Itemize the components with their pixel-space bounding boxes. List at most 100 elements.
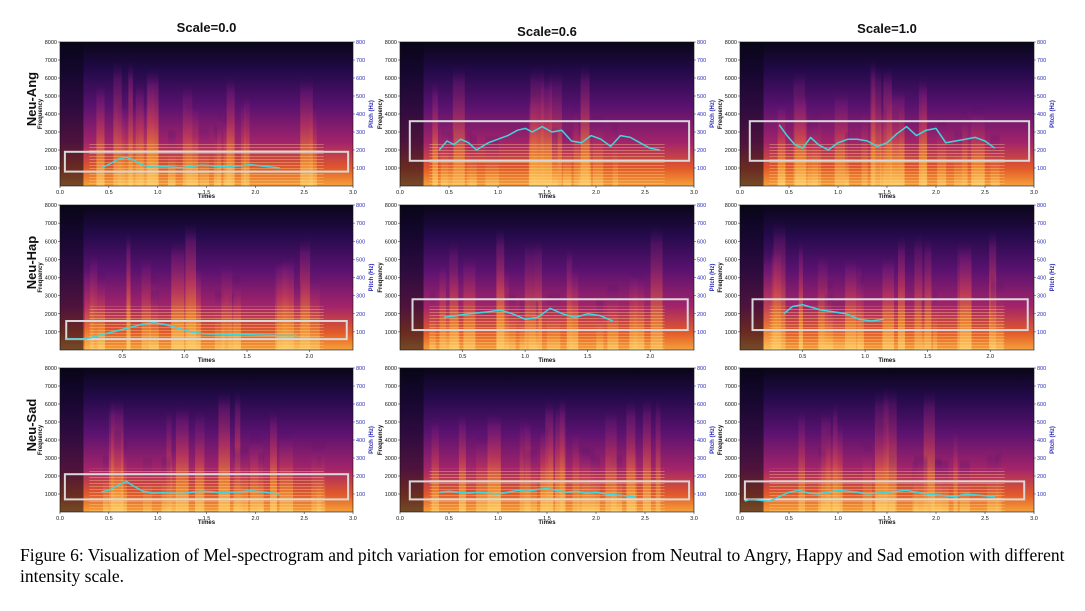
x-axis-label: Times bbox=[538, 358, 556, 364]
y-tick-label: 8000 bbox=[385, 203, 397, 209]
spectrogram-grid: Scale=0.0 Scale=0.6 Scale=1.0 Neu-Ang Neu-Ha… bbox=[24, 20, 1056, 526]
y-right-tick-label: 600 bbox=[697, 402, 706, 408]
x-tick-label: 0.5 bbox=[445, 190, 453, 196]
y-right-tick-label: 800 bbox=[697, 366, 706, 372]
spectrogram-panel: 1000 2000 3000 4000 5000 6000 7000 8000 100 200 30… bbox=[718, 366, 1056, 526]
pitch-contour bbox=[66, 322, 297, 340]
x-tick-label: 0.5 bbox=[105, 190, 113, 196]
y-tick-label: 7000 bbox=[725, 384, 737, 390]
y-right-axis-label: Pitch (Hz) bbox=[369, 100, 375, 128]
row-label: Neu-Sad bbox=[24, 399, 39, 452]
x-tick-label: 1.5 bbox=[243, 354, 251, 360]
y-right-tick-label: 700 bbox=[697, 221, 706, 227]
x-axis-label: Times bbox=[878, 358, 896, 364]
x-tick-label: 1.0 bbox=[834, 190, 842, 196]
y-right-tick-label: 700 bbox=[697, 384, 706, 390]
highlight-box bbox=[751, 298, 1029, 332]
y-right-tick-label: 100 bbox=[1037, 330, 1046, 336]
y-right-tick-label: 100 bbox=[356, 166, 365, 172]
x-tick-label: 0.5 bbox=[799, 354, 807, 360]
y-axis-label: Frequency bbox=[38, 424, 44, 455]
y-tick-label: 7000 bbox=[725, 221, 737, 227]
y-right-tick-label: 100 bbox=[697, 166, 706, 172]
y-tick-label: 3000 bbox=[725, 456, 737, 462]
y-right-tick-label: 100 bbox=[1037, 166, 1046, 172]
y-axis-label: Frequency bbox=[718, 98, 724, 129]
y-right-tick-label: 200 bbox=[1037, 148, 1046, 154]
spectrogram-panel: 1000 2000 3000 4000 5000 6000 7000 8000 100 200 30… bbox=[718, 203, 1056, 364]
y-right-tick-label: 500 bbox=[1037, 257, 1046, 263]
y-tick-label: 6000 bbox=[725, 239, 737, 245]
column-title: Scale=0.0 bbox=[177, 20, 237, 35]
y-right-axis-label: Pitch (Hz) bbox=[710, 100, 716, 128]
y-right-tick-label: 200 bbox=[697, 312, 706, 318]
y-tick-label: 5000 bbox=[45, 94, 57, 100]
spectrogram-panel: 1000 2000 3000 4000 5000 6000 7000 8000 100 200 30… bbox=[38, 366, 375, 526]
y-right-tick-label: 100 bbox=[697, 492, 706, 498]
y-right-tick-label: 700 bbox=[1037, 221, 1046, 227]
y-right-tick-label: 800 bbox=[697, 203, 706, 209]
y-tick-label: 6000 bbox=[45, 76, 57, 82]
x-axis-label: Times bbox=[878, 520, 896, 526]
x-tick-label: 2.0 bbox=[306, 354, 314, 360]
y-right-tick-label: 100 bbox=[697, 330, 706, 336]
y-axis-label: Frequency bbox=[378, 262, 384, 293]
y-right-tick-label: 400 bbox=[1037, 112, 1046, 118]
column-title: Scale=0.6 bbox=[517, 24, 577, 39]
y-tick-label: 7000 bbox=[45, 221, 57, 227]
y-right-tick-label: 600 bbox=[356, 76, 365, 82]
y-right-tick-label: 200 bbox=[356, 148, 365, 154]
y-right-tick-label: 700 bbox=[356, 58, 365, 64]
y-tick-label: 4000 bbox=[385, 438, 397, 444]
y-tick-label: 7000 bbox=[45, 384, 57, 390]
x-tick-label: 0.5 bbox=[459, 354, 467, 360]
y-axis-label: Frequency bbox=[718, 262, 724, 293]
y-tick-label: 6000 bbox=[45, 239, 57, 245]
y-tick-label: 4000 bbox=[725, 438, 737, 444]
y-tick-label: 3000 bbox=[45, 130, 57, 136]
y-right-tick-label: 500 bbox=[697, 94, 706, 100]
plot-frame bbox=[399, 41, 695, 187]
y-right-tick-label: 600 bbox=[1037, 239, 1046, 245]
plot-frame bbox=[739, 367, 1035, 513]
plot-frame bbox=[59, 204, 354, 351]
y-tick-label: 3000 bbox=[45, 294, 57, 300]
y-right-tick-label: 700 bbox=[356, 384, 365, 390]
row-label: Neu-Ang bbox=[24, 72, 39, 126]
x-tick-label: 2.0 bbox=[986, 354, 994, 360]
x-tick-label: 1.5 bbox=[203, 516, 211, 522]
y-right-tick-label: 300 bbox=[697, 130, 706, 136]
y-right-tick-label: 300 bbox=[1037, 456, 1046, 462]
y-tick-label: 1000 bbox=[725, 330, 737, 336]
y-tick-label: 1000 bbox=[385, 330, 397, 336]
y-tick-label: 7000 bbox=[385, 221, 397, 227]
y-right-tick-label: 100 bbox=[356, 330, 365, 336]
y-tick-label: 4000 bbox=[385, 112, 397, 118]
x-tick-label: 3.0 bbox=[1030, 516, 1038, 522]
y-tick-label: 3000 bbox=[725, 130, 737, 136]
y-tick-label: 4000 bbox=[725, 112, 737, 118]
pitch-contour bbox=[443, 307, 613, 322]
x-tick-label: 0.5 bbox=[785, 516, 793, 522]
x-tick-label: 0.0 bbox=[56, 516, 64, 522]
y-right-tick-label: 600 bbox=[356, 239, 365, 245]
highlight-box bbox=[748, 120, 1031, 162]
y-tick-label: 6000 bbox=[385, 76, 397, 82]
plot-frame bbox=[739, 41, 1035, 187]
spectrogram-panel: 1000 2000 3000 4000 5000 6000 7000 8000 100 200 30… bbox=[38, 203, 375, 364]
y-tick-label: 5000 bbox=[385, 420, 397, 426]
y-right-tick-label: 600 bbox=[356, 402, 365, 408]
spectrogram-panel: 1000 2000 3000 4000 5000 6000 7000 8000 100 200 30… bbox=[378, 366, 716, 526]
pitch-contour bbox=[439, 487, 636, 498]
y-tick-label: 7000 bbox=[45, 58, 57, 64]
y-tick-label: 4000 bbox=[725, 276, 737, 282]
spectrogram-panel: 1000 2000 3000 4000 5000 6000 7000 8000 100 200 30… bbox=[378, 40, 716, 200]
y-right-tick-label: 300 bbox=[1037, 294, 1046, 300]
y-right-tick-label: 400 bbox=[1037, 276, 1046, 282]
y-axis-label: Frequency bbox=[38, 262, 44, 293]
highlight-box bbox=[65, 320, 348, 341]
y-right-tick-label: 500 bbox=[356, 257, 365, 263]
y-right-tick-label: 300 bbox=[356, 130, 365, 136]
y-tick-label: 4000 bbox=[45, 112, 57, 118]
y-right-axis-label: Pitch (Hz) bbox=[369, 426, 375, 454]
